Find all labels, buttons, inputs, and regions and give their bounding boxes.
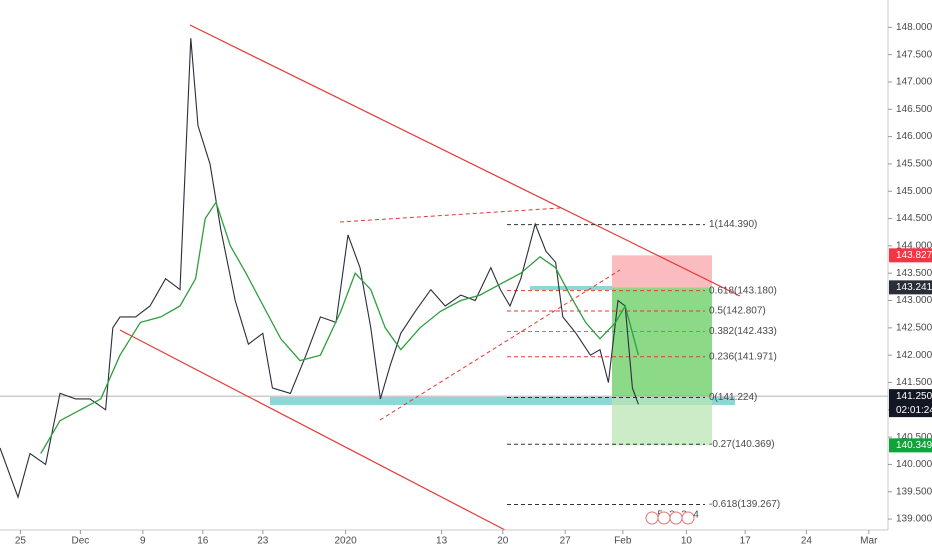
price-line (40, 200, 640, 454)
event-marker (669, 511, 683, 525)
fib-label: 0(141.224) (709, 392, 757, 403)
y-tick-label: 142.000 (896, 350, 932, 361)
y-tick-label: 143.500 (896, 268, 932, 279)
y-tick-label: 147.000 (896, 77, 932, 88)
y-tick-label: 139.000 (896, 514, 932, 525)
axes: 139.000139.500140.000140.500141.000141.5… (15, 22, 932, 547)
fib-label: 0.5(142.807) (709, 306, 766, 317)
y-tick-label: 142.500 (896, 322, 932, 333)
y-tick-label: 141.500 (896, 377, 932, 388)
price-badge (889, 438, 932, 453)
fib-label: -0.618(139.267) (709, 499, 780, 510)
x-tick-label: 25 (15, 536, 27, 547)
events: 5324 (645, 510, 699, 525)
channel-bottom (119, 329, 506, 531)
x-tick-label: 23 (257, 536, 269, 547)
support-zone (270, 397, 735, 405)
countdown: 02:01:24 (896, 405, 932, 416)
x-tick-label: 24 (801, 536, 813, 547)
x-tick-label: Dec (72, 536, 90, 547)
position-zone (612, 255, 712, 288)
price-line (0, 38, 639, 500)
fib-label: 1(144.390) (709, 219, 757, 230)
price-badge-label: 143.827 (896, 250, 932, 261)
fib-label: 0.382(142.433) (709, 326, 777, 337)
trend-lines (119, 24, 741, 531)
event-label: 4 (693, 510, 699, 521)
position-zone (612, 287, 712, 397)
price-badge-label: 141.250 (896, 391, 932, 402)
x-tick-label: Feb (614, 536, 632, 547)
y-tick-label: 147.500 (896, 49, 932, 60)
series (0, 38, 640, 500)
x-tick-label: 10 (681, 536, 693, 547)
event-marker (657, 511, 671, 525)
price-badge (889, 248, 932, 263)
x-tick-label: 2020 (334, 536, 357, 547)
channel-top (189, 24, 741, 297)
x-tick-label: 16 (197, 536, 209, 547)
y-tick-label: 146.000 (896, 131, 932, 142)
y-tick-label: 139.500 (896, 486, 932, 497)
price-badge (889, 389, 932, 418)
fib-levels: 1(144.390) 0.618(143.180) 0.5(142.807) 0.38… (507, 219, 780, 510)
zones (270, 286, 735, 405)
x-tick-label: 9 (140, 536, 146, 547)
y-tick-label: 146.500 (896, 104, 932, 115)
x-tick-label: Mar (860, 536, 878, 547)
event-marker (681, 511, 695, 525)
fib-label: 0.618(143.180) (709, 285, 777, 296)
y-tick-label: 140.500 (896, 432, 932, 443)
resistance-zone (530, 286, 612, 290)
x-tick-label: 13 (436, 536, 448, 547)
y-tick-label: 144.000 (896, 241, 932, 252)
x-tick-label: 20 (497, 536, 509, 547)
price-badge-label: 140.349 (896, 440, 932, 451)
dashed-line (339, 207, 561, 223)
fib-label: 0.236(141.971) (709, 351, 777, 362)
y-tick-label: 143.000 (896, 295, 932, 306)
y-tick-label: 148.000 (896, 22, 932, 33)
dashed-line (379, 269, 621, 421)
x-tick-label: 27 (560, 536, 572, 547)
price-badge (889, 280, 932, 295)
x-tick-label: 17 (740, 536, 752, 547)
y-tick-label: 145.000 (896, 186, 932, 197)
event-marker (645, 511, 659, 525)
price-badge-label: 143.241 (896, 282, 932, 293)
y-tick-label: 140.000 (896, 459, 932, 470)
position-zone (612, 396, 712, 446)
y-tick-label: 144.500 (896, 213, 932, 224)
fib-label: -0.27(140.369) (709, 439, 775, 450)
y-tick-label: 145.500 (896, 159, 932, 170)
